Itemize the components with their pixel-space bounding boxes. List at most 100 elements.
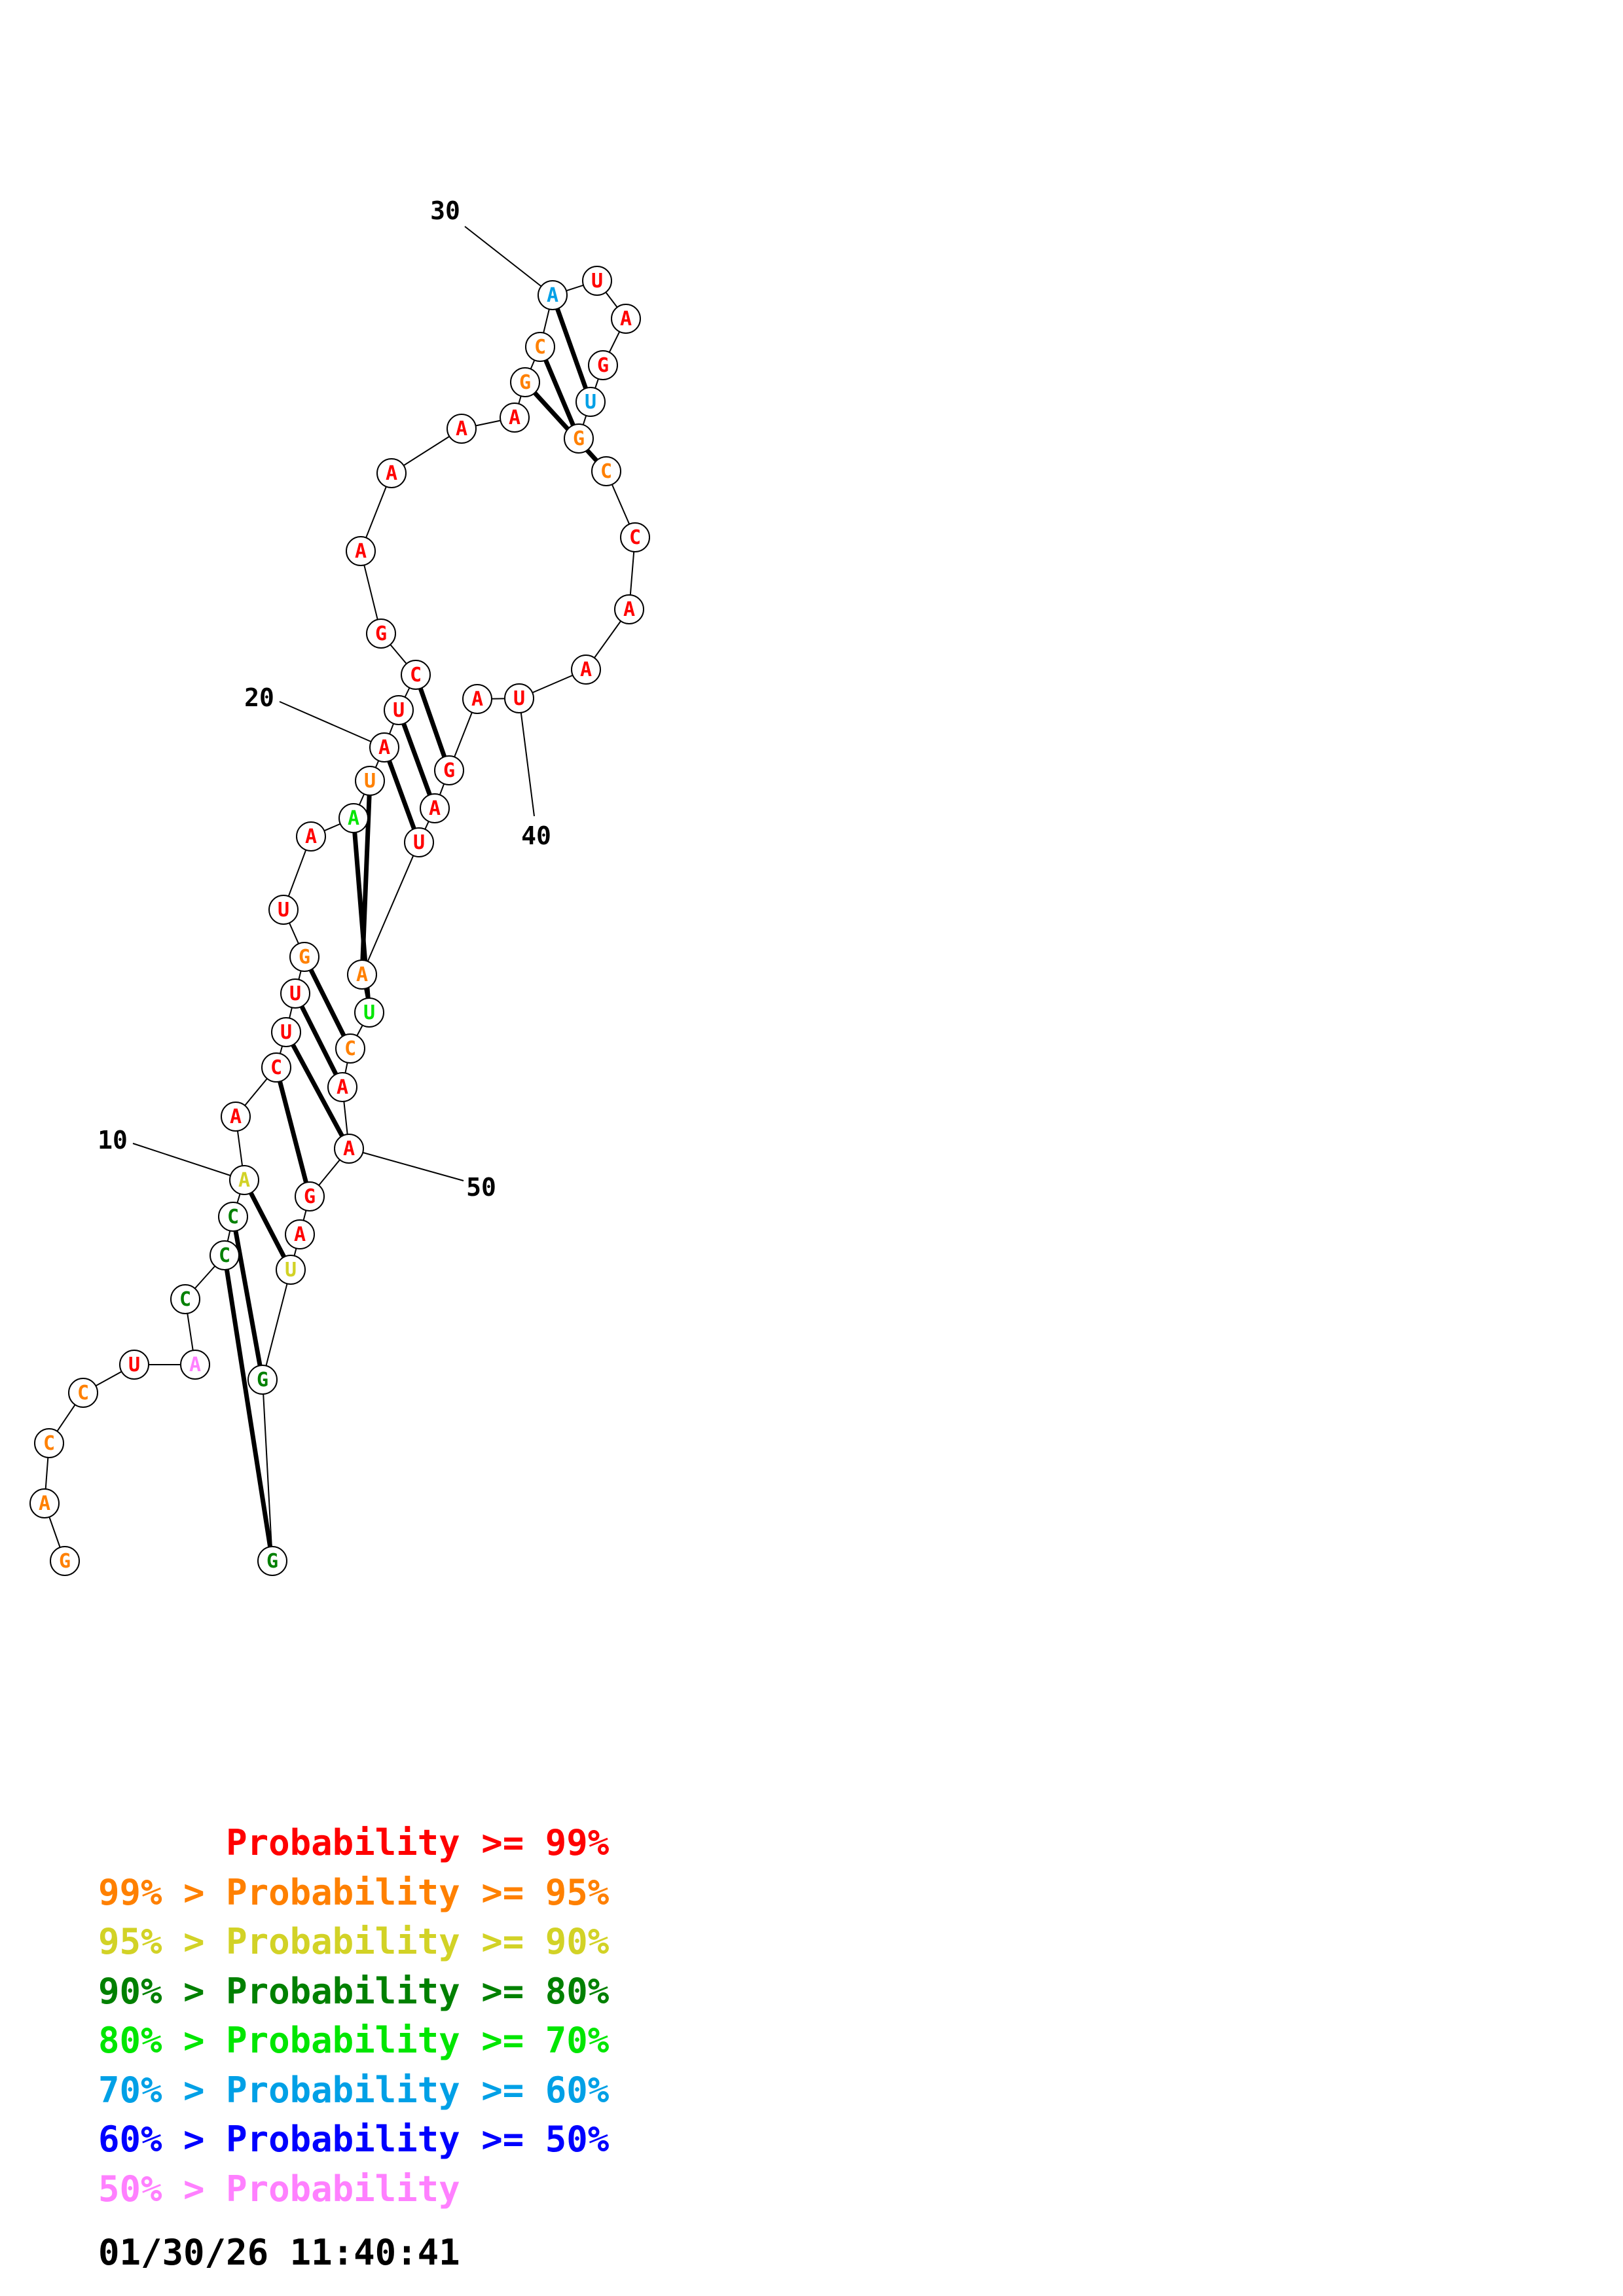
- nucleotide-base: U: [393, 699, 405, 722]
- nucleotide-base: C: [219, 1244, 230, 1267]
- nucleotide-circle: [29, 1488, 60, 1518]
- nucleotide-circle: [462, 684, 492, 714]
- nucleotide-circle: [119, 1350, 149, 1380]
- nucleotide-base: G: [299, 946, 310, 969]
- nucleotide: U: [119, 1350, 149, 1380]
- nucleotide-circle: [170, 1284, 200, 1314]
- nucleotide: G: [510, 367, 540, 397]
- nucleotide-circle: [221, 1102, 251, 1132]
- nucleotide-base: G: [257, 1369, 268, 1391]
- nucleotide: U: [355, 766, 385, 796]
- nucleotide: G: [434, 755, 464, 785]
- nucleotide-base: C: [77, 1382, 89, 1405]
- nucleotide: U: [582, 266, 612, 296]
- nucleotide-base: A: [189, 1354, 201, 1376]
- nucleotide-circle: [420, 793, 450, 823]
- base-pair-line: [396, 709, 437, 810]
- nucleotide-circle: [295, 1181, 325, 1211]
- nucleotide-base: G: [597, 354, 609, 377]
- base-pair-line: [359, 780, 373, 975]
- nucleotide-base: A: [305, 825, 317, 848]
- nucleotide-base: A: [356, 963, 368, 986]
- index-label: 40: [521, 821, 551, 850]
- nucleotide-base: A: [547, 284, 558, 307]
- nucleotide-circle: [591, 456, 621, 486]
- base-pair-line: [230, 1216, 265, 1380]
- nucleotide-base: C: [410, 664, 422, 687]
- nucleotide: U: [271, 1017, 301, 1047]
- nucleotide: A: [611, 304, 641, 334]
- nucleotide-base: G: [573, 427, 585, 450]
- nucleotide: C: [620, 522, 650, 552]
- base-pair-line: [413, 673, 452, 772]
- base-pair-line: [222, 1255, 275, 1562]
- nucleotide-circle: [355, 766, 385, 796]
- nucleotide-circle: [338, 803, 369, 833]
- nucleotide-base: U: [285, 1259, 297, 1282]
- legend-entry: 60% > Probability >= 50%: [98, 2119, 610, 2160]
- nucleotide: A: [420, 793, 450, 823]
- nucleotide-circle: [268, 895, 299, 925]
- nucleotide: A: [285, 1219, 315, 1249]
- nucleotide-base: A: [337, 1076, 348, 1099]
- nucleotide-base: A: [230, 1105, 242, 1128]
- nucleotide-circle: [376, 458, 407, 488]
- nucleotide-circle: [335, 1033, 365, 1064]
- probability-legend: Probability >= 99% 99% > Probability >= 9…: [98, 1818, 609, 2214]
- nucleotide-circle: [500, 403, 530, 433]
- nucleotide-base: A: [355, 540, 367, 563]
- nucleotide: U: [575, 387, 606, 417]
- index-label: 10: [98, 1126, 128, 1155]
- nucleotide-circle: [404, 827, 434, 857]
- nucleotide: C: [170, 1284, 200, 1314]
- nucleotide-base: C: [270, 1056, 282, 1079]
- nucleotide-circle: [180, 1350, 210, 1380]
- nucleotide-circle: [34, 1428, 64, 1458]
- nucleotide: C: [34, 1428, 64, 1458]
- index-label-line: [348, 1148, 464, 1181]
- nucleotide-circle: [582, 266, 612, 296]
- nucleotide: U: [280, 978, 310, 1009]
- nucleotide-circle: [447, 414, 477, 444]
- nucleotide: G: [257, 1546, 287, 1576]
- nucleotide-circle: [538, 280, 568, 310]
- nucleotide-base: A: [509, 406, 520, 429]
- nucleotide: G: [247, 1365, 278, 1395]
- legend-entry: Probability >= 99%: [98, 1822, 610, 1863]
- nucleotide: U: [504, 683, 534, 713]
- nucleotide-base: A: [294, 1223, 306, 1246]
- nucleotide: A: [347, 960, 377, 990]
- nucleotide: U: [404, 827, 434, 857]
- backbone-segment: [262, 1269, 291, 1380]
- nucleotide: A: [376, 458, 407, 488]
- base-pair-line: [538, 346, 581, 440]
- nucleotide-circle: [510, 367, 540, 397]
- nucleotide-circle: [68, 1378, 98, 1408]
- nucleotide-base: U: [128, 1354, 140, 1376]
- nucleotide-base: A: [348, 807, 359, 830]
- nucleotide-base: G: [59, 1550, 71, 1573]
- nucleotide-circle: [525, 332, 555, 362]
- nucleotide: A: [447, 414, 477, 444]
- index-labels: 10 20 30 40 50: [98, 196, 553, 1202]
- nucleotide-base: A: [378, 736, 390, 759]
- nucleotide-base: A: [580, 658, 592, 681]
- nucleotide: C: [68, 1378, 98, 1408]
- nucleotide: A: [29, 1488, 60, 1518]
- nucleotide-circle: [247, 1365, 278, 1395]
- base-pair-line: [302, 956, 353, 1050]
- nucleotide-circle: [289, 942, 319, 972]
- nucleotide-base: G: [375, 622, 387, 645]
- nucleotide: A: [538, 280, 568, 310]
- nucleotide: C: [591, 456, 621, 486]
- nucleotide-base: A: [429, 797, 441, 820]
- nucleotide-base: U: [413, 831, 425, 854]
- nucleotide: A: [229, 1165, 259, 1195]
- base-pair-line: [293, 992, 345, 1088]
- nucleotide-base: C: [43, 1432, 55, 1455]
- nucleotide: A: [571, 655, 601, 685]
- nucleotide: A: [334, 1134, 364, 1164]
- nucleotide-base: G: [304, 1185, 316, 1208]
- nucleotide-circle: [271, 1017, 301, 1047]
